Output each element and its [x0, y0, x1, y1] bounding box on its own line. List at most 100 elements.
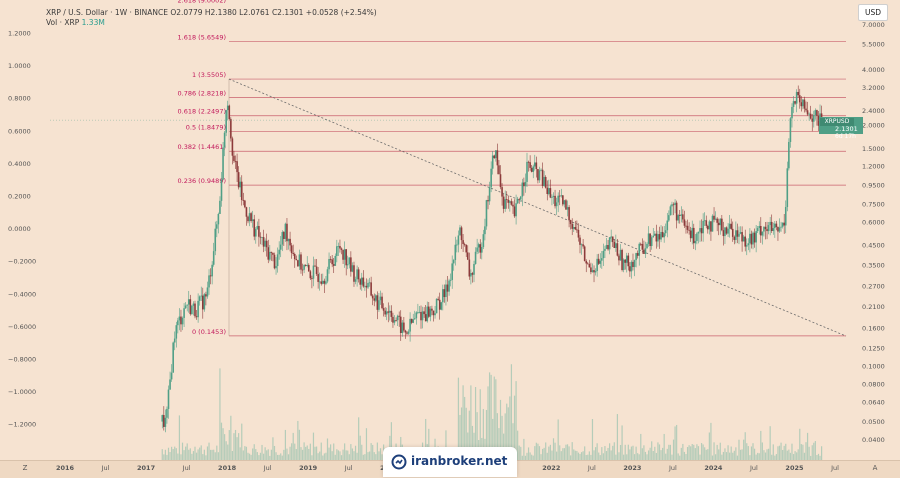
volume-bar	[775, 454, 777, 460]
left-axis-tick: 1.0000	[8, 62, 31, 70]
volume-bar	[359, 435, 361, 460]
volume-bar	[666, 448, 668, 460]
fib-level-label: 0.618 (2.2497)	[178, 108, 227, 116]
candle-body	[322, 280, 324, 284]
candle-body	[543, 176, 545, 186]
candle-body	[177, 320, 179, 326]
candle-body	[714, 218, 717, 220]
candle-body	[710, 221, 712, 232]
candle-body	[373, 298, 376, 301]
time-axis-tick: Jul	[101, 464, 110, 472]
volume-bar	[225, 441, 227, 460]
candle-body	[303, 265, 305, 270]
volume-bar	[792, 454, 795, 460]
candle-body	[657, 234, 659, 242]
volume-bar	[211, 449, 213, 460]
volume-bar	[786, 450, 788, 460]
volume-bar	[485, 409, 488, 460]
volume-bar	[295, 449, 297, 460]
fib-level-label: 0.236 (0.9489)	[178, 177, 227, 185]
volume-bar	[529, 452, 531, 460]
candle-body	[541, 169, 544, 186]
volume-bar	[509, 396, 511, 460]
candle-body	[438, 299, 441, 310]
candle-body	[440, 302, 443, 310]
volume-bar	[599, 455, 601, 460]
candle-body	[307, 264, 310, 272]
candle-body	[245, 207, 248, 217]
candle-body	[686, 225, 689, 230]
volume-bar	[743, 439, 745, 460]
candle-body	[625, 255, 628, 263]
candle-body	[711, 215, 714, 232]
volume-bar	[367, 452, 369, 460]
candle-body	[318, 281, 321, 283]
candle-body	[627, 255, 630, 267]
candle-body	[596, 258, 598, 271]
time-axis-tick: Jul	[182, 464, 191, 472]
volume-bar	[735, 447, 737, 460]
left-axis-tick: −0.6000	[8, 323, 36, 331]
candle-body	[370, 282, 372, 296]
volume-bar	[195, 452, 198, 460]
volume-bar	[750, 446, 753, 460]
zoom-corner-button[interactable]: Z	[22, 464, 28, 472]
volume-bar	[337, 450, 339, 460]
candle-body	[356, 269, 358, 280]
volume-bar	[638, 454, 640, 460]
candle-body	[379, 296, 382, 301]
volume-bar	[191, 453, 193, 460]
candle-body	[457, 235, 460, 245]
candle-body	[529, 162, 531, 168]
candle-body	[537, 169, 539, 181]
volume-bar	[556, 451, 558, 460]
right-price-scale[interactable]	[850, 0, 900, 460]
volume-bar	[540, 454, 542, 460]
candle-body	[304, 265, 307, 266]
candle-body	[456, 244, 458, 246]
left-price-scale[interactable]	[0, 0, 50, 460]
volume-bar	[298, 429, 301, 460]
right-axis-tick: 5.5000	[862, 40, 885, 48]
candle-body	[239, 181, 241, 188]
candle-body	[412, 319, 415, 323]
candle-body	[683, 219, 686, 226]
volume-bar	[479, 389, 481, 460]
time-axis-tick: Jul	[263, 464, 272, 472]
volume-bar	[755, 454, 757, 460]
candle-body	[442, 289, 444, 303]
volume-bar	[562, 448, 564, 460]
volume-bar	[203, 449, 205, 460]
volume-bar	[761, 442, 763, 460]
candle-body	[163, 415, 165, 427]
candle-body	[512, 204, 514, 207]
volume-bar	[769, 426, 771, 460]
candle-body	[607, 245, 609, 250]
volume-bar	[719, 442, 721, 460]
volume-bar	[711, 455, 714, 460]
volume-bar	[445, 430, 447, 460]
candle-body	[671, 204, 673, 207]
candle-countdown: 6d 17h	[835, 133, 856, 140]
candle-body	[217, 213, 220, 225]
volume-bar	[763, 450, 765, 460]
volume-bar	[376, 442, 378, 460]
candle-body	[788, 141, 790, 169]
volume-bar	[764, 452, 767, 460]
candle-body	[479, 244, 482, 253]
candle-body	[169, 379, 171, 390]
volume-bar	[676, 424, 678, 460]
candle-body	[287, 238, 290, 242]
candle-body	[384, 310, 386, 315]
right-axis-tick: 0.0640	[862, 398, 885, 406]
volume-bar	[353, 451, 355, 460]
volume-bar	[700, 443, 703, 460]
candle-body	[774, 223, 776, 229]
candle-body	[248, 213, 251, 222]
volume-bar	[172, 449, 174, 460]
auto-scale-button[interactable]: A	[872, 464, 878, 472]
currency-button[interactable]: USD	[858, 4, 888, 21]
candle-body	[761, 231, 764, 236]
candle-body	[434, 313, 436, 316]
